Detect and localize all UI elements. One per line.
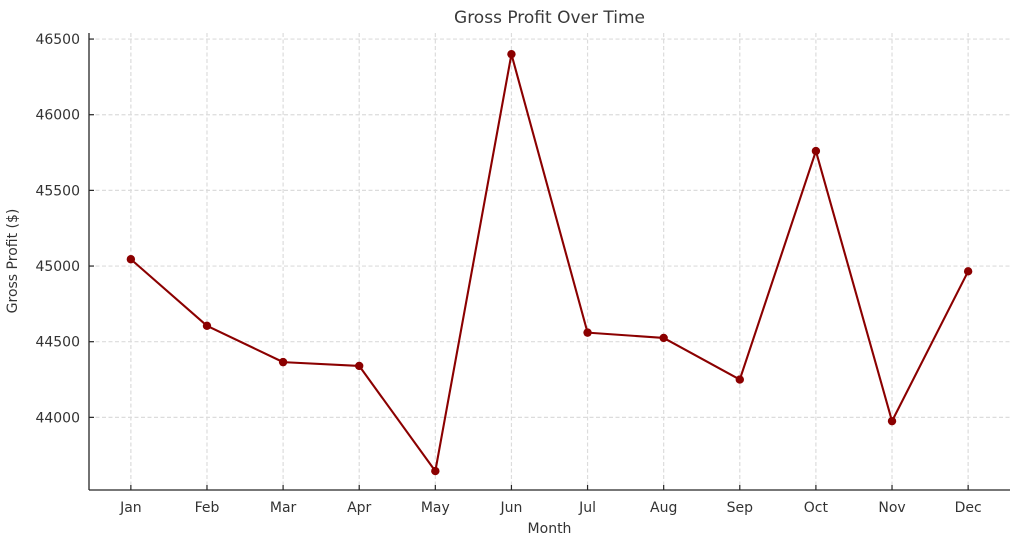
data-point (507, 49, 516, 59)
x-tick-label: Feb (195, 500, 220, 516)
y-tick-label: 44500 (35, 335, 80, 351)
data-point (735, 375, 744, 384)
x-tick-label: Nov (878, 500, 905, 516)
x-tick-label: Aug (650, 500, 677, 516)
x-tick-label: Dec (955, 500, 982, 516)
x-tick-label: Jun (500, 500, 523, 516)
y-tick-label: 45000 (35, 259, 80, 275)
data-point (278, 357, 288, 367)
data-point (659, 333, 668, 343)
data-point (887, 416, 897, 426)
data-point (963, 267, 973, 276)
series-gross-profit (126, 49, 973, 476)
y-tick-label: 46500 (35, 32, 80, 48)
chart-title: Gross Profit Over Time (454, 8, 645, 28)
x-tick-label: May (421, 500, 450, 516)
y-tick-label: 45500 (35, 183, 80, 199)
x-tick-label: Jan (119, 500, 142, 516)
data-point (811, 146, 821, 156)
x-tick-label: Oct (804, 500, 829, 516)
data-point (355, 361, 364, 371)
tick-labels: 44000 44500 45000 45500 46000 46500 Jan Feb Mar A… (35, 32, 981, 516)
data-point (126, 255, 136, 264)
series-line (129, 53, 970, 473)
y-axis-label: Gross Profit ($) (5, 209, 21, 314)
y-tick-label: 44000 (35, 410, 80, 426)
x-tick-label: Apr (347, 500, 371, 516)
axes (88, 33, 1010, 491)
data-point (202, 321, 212, 331)
data-point (431, 466, 440, 476)
gridlines (89, 33, 1010, 490)
data-point (583, 328, 592, 337)
y-tick-label: 46000 (35, 108, 80, 124)
x-tick-label: Jul (578, 500, 596, 516)
x-tick-label: Sep (727, 500, 754, 516)
x-tick-label: Mar (270, 500, 297, 516)
x-axis-label: Month (528, 521, 572, 537)
